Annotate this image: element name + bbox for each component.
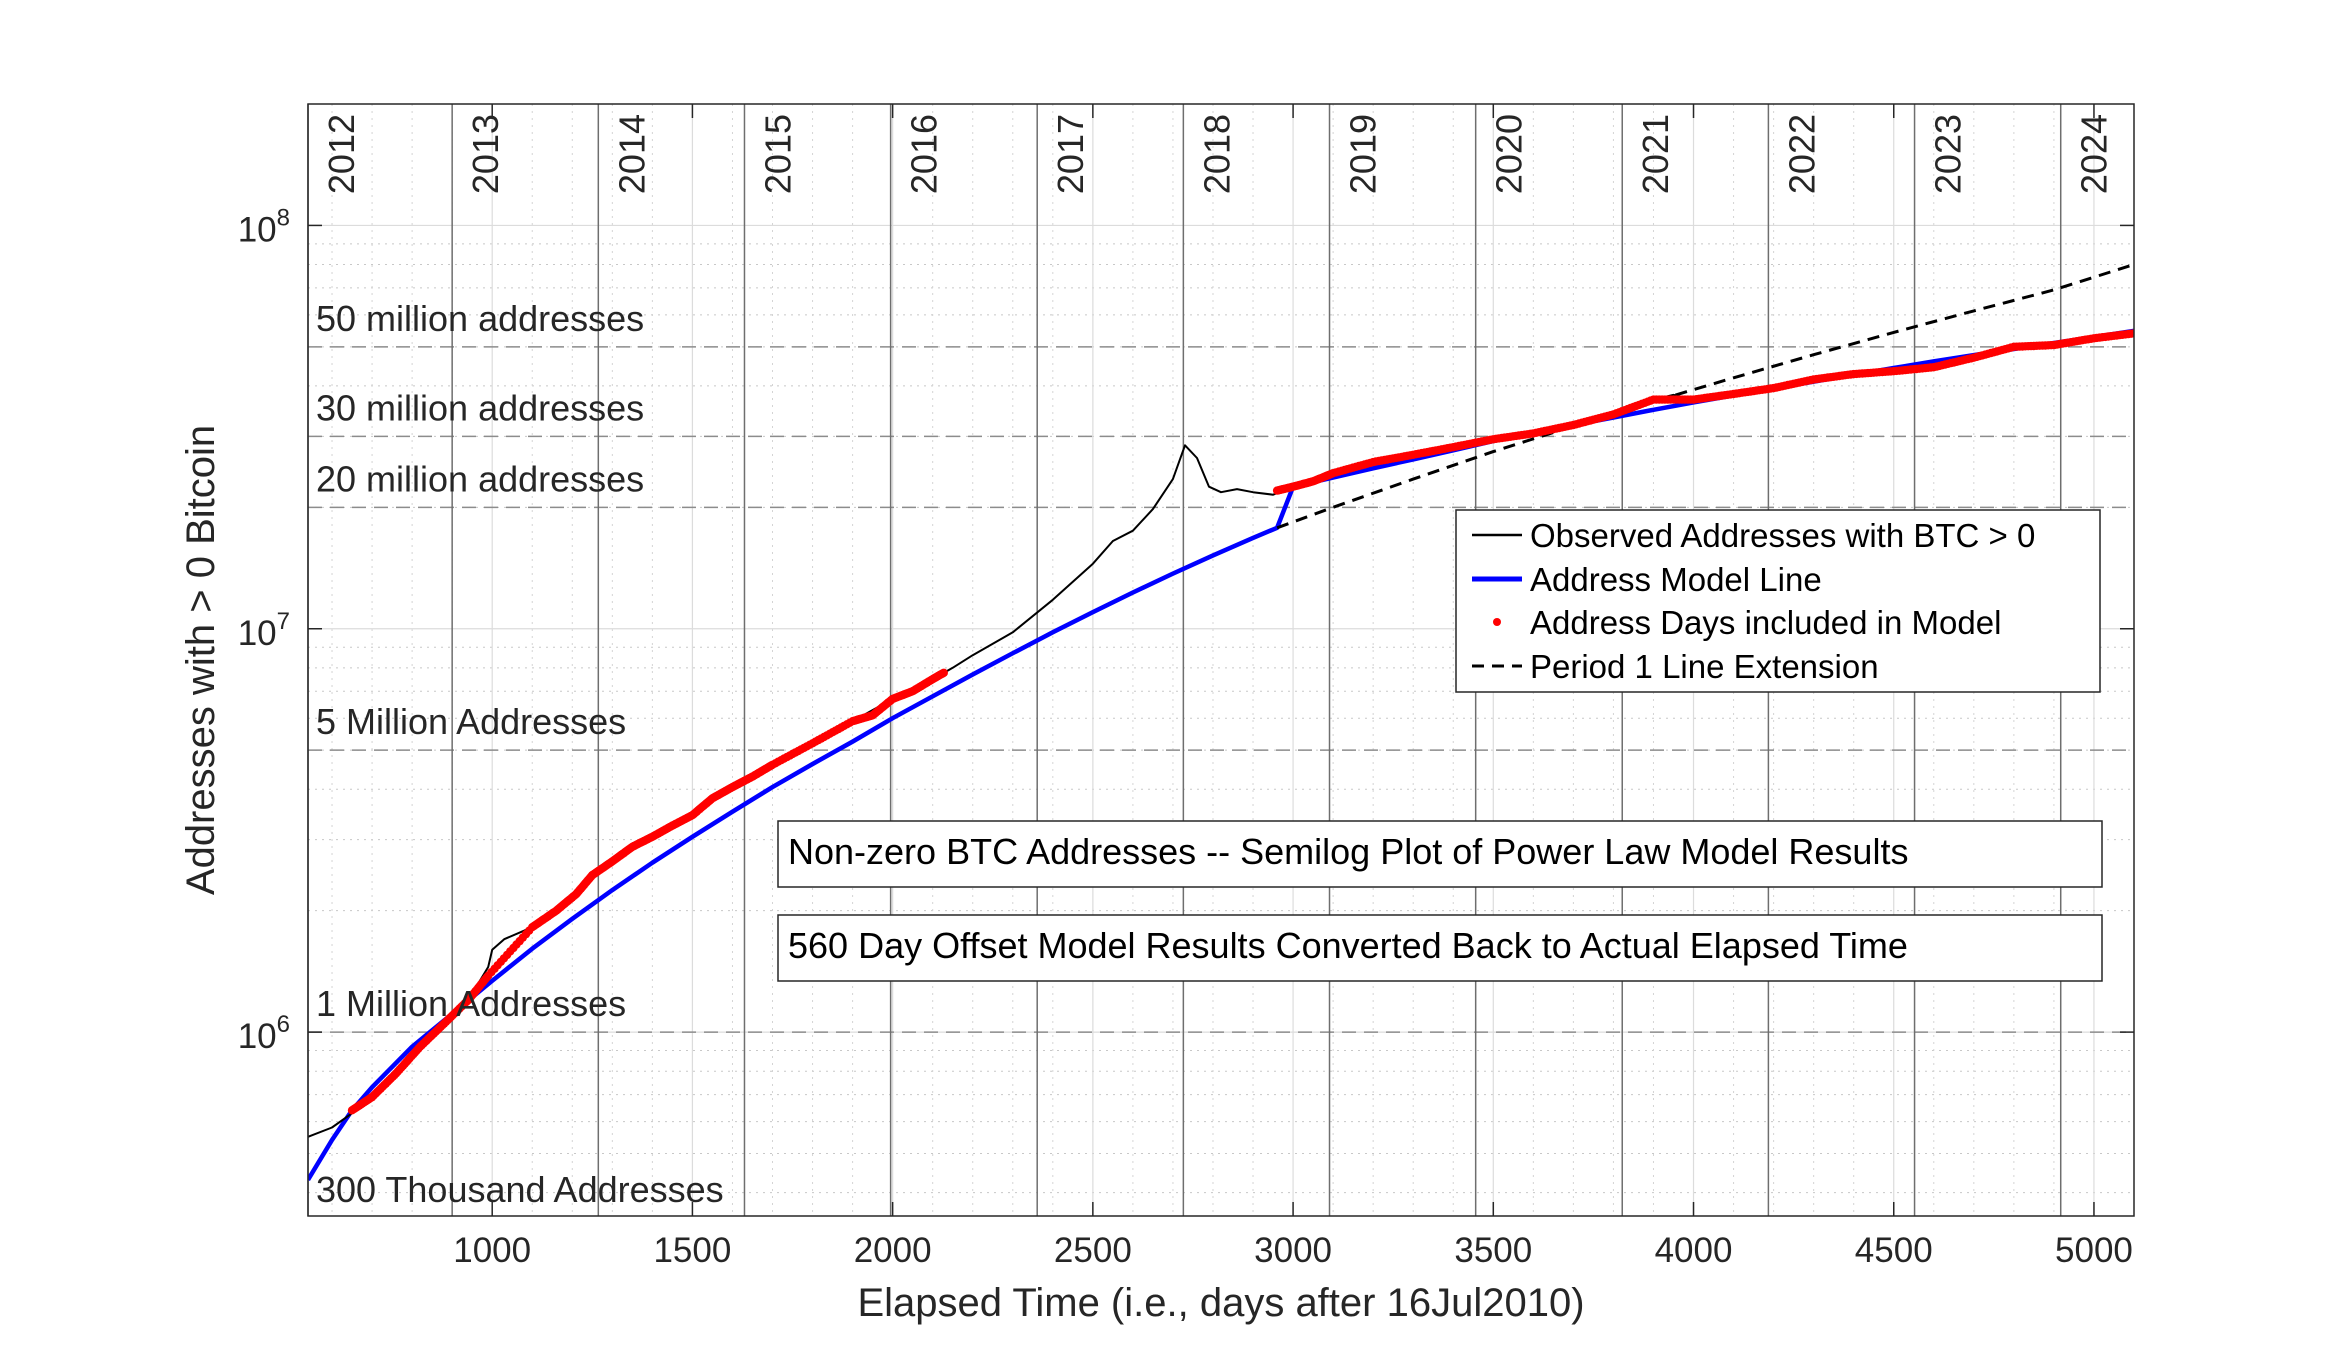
note-box-2: 560 Day Offset Model Results Converted B… <box>777 914 2103 982</box>
reference-line-label: 300 Thousand Addresses <box>316 1169 724 1210</box>
year-label: 2017 <box>1050 114 1091 194</box>
x-tick-label: 3000 <box>1254 1231 1332 1270</box>
reference-line-labels: 50 million addresses 30 million addresses… <box>316 298 724 1210</box>
note-box-1: Non-zero BTC Addresses -- Semilog Plot o… <box>777 820 2103 888</box>
note-box-1-frame <box>777 820 2103 888</box>
x-tick-label: 3500 <box>1454 1231 1532 1270</box>
note-box-1-text: Non-zero BTC Addresses -- Semilog Plot o… <box>788 831 1908 872</box>
year-label: 2023 <box>1928 114 1969 194</box>
year-label: 2022 <box>1781 114 1822 194</box>
x-tick-labels: 1000 1500 2000 2500 3000 3500 4000 4500 5000 <box>453 1231 2133 1270</box>
year-label: 2024 <box>2074 114 2115 194</box>
y-tick-label: 108 <box>238 204 290 249</box>
year-label: 2020 <box>1489 114 1530 194</box>
year-label: 2021 <box>1635 114 1676 194</box>
y-tick-labels: 106 107 108 <box>238 204 290 1056</box>
year-label: 2015 <box>757 114 798 194</box>
x-tick-label: 4500 <box>1855 1231 1933 1270</box>
legend: Observed Addresses with BTC > 0 Address … <box>1455 509 2101 693</box>
x-tick-label: 5000 <box>2055 1231 2133 1270</box>
model-day-point <box>2129 329 2134 338</box>
axis-ticks <box>308 104 2134 1216</box>
year-label: 2012 <box>321 114 362 194</box>
legend-label-model: Address Model Line <box>1530 561 1822 598</box>
legend-label-observed: Observed Addresses with BTC > 0 <box>1530 517 2035 554</box>
y-axis-title: Addresses with > 0 Bitcoin <box>179 425 223 895</box>
reference-line-label: 1 Million Addresses <box>316 983 626 1024</box>
note-box-2-frame <box>777 914 2103 982</box>
x-axis-title: Elapsed Time (i.e., days after 16Jul2010… <box>857 1281 1584 1325</box>
legend-label-days: Address Days included in Model <box>1530 604 2001 641</box>
reference-line-label: 5 Million Addresses <box>316 701 626 742</box>
year-labels: 2012 2013 2014 2015 2016 2017 2018 2019 2020 2021… <box>321 114 2115 194</box>
x-tick-label: 1000 <box>453 1231 531 1270</box>
plot-frame <box>307 103 2135 1217</box>
x-tick-label: 2000 <box>854 1231 932 1270</box>
x-tick-label: 2500 <box>1054 1231 1132 1270</box>
year-label: 2014 <box>611 114 652 194</box>
legend-label-extension: Period 1 Line Extension <box>1530 648 1879 685</box>
reference-line-label: 20 million addresses <box>316 458 644 499</box>
series-model-days <box>347 329 2134 1115</box>
series-period1-extension <box>1276 263 2134 530</box>
year-label: 2018 <box>1196 114 1237 194</box>
legend-swatch-days <box>1493 618 1501 626</box>
x-tick-label: 4000 <box>1655 1231 1733 1270</box>
reference-line-label: 50 million addresses <box>316 298 644 339</box>
x-tick-label: 1500 <box>653 1231 731 1270</box>
year-label: 2016 <box>904 114 945 194</box>
reference-line-label: 30 million addresses <box>316 387 644 428</box>
y-tick-label: 107 <box>238 608 290 653</box>
year-label: 2019 <box>1343 114 1384 194</box>
note-box-2-text: 560 Day Offset Model Results Converted B… <box>788 925 1908 966</box>
model-day-point <box>939 668 948 677</box>
year-label: 2013 <box>465 114 506 194</box>
y-tick-label: 106 <box>238 1011 290 1056</box>
legend-box <box>1455 509 2101 693</box>
series-layer <box>308 263 2134 1182</box>
reference-lines <box>308 346 2134 1033</box>
